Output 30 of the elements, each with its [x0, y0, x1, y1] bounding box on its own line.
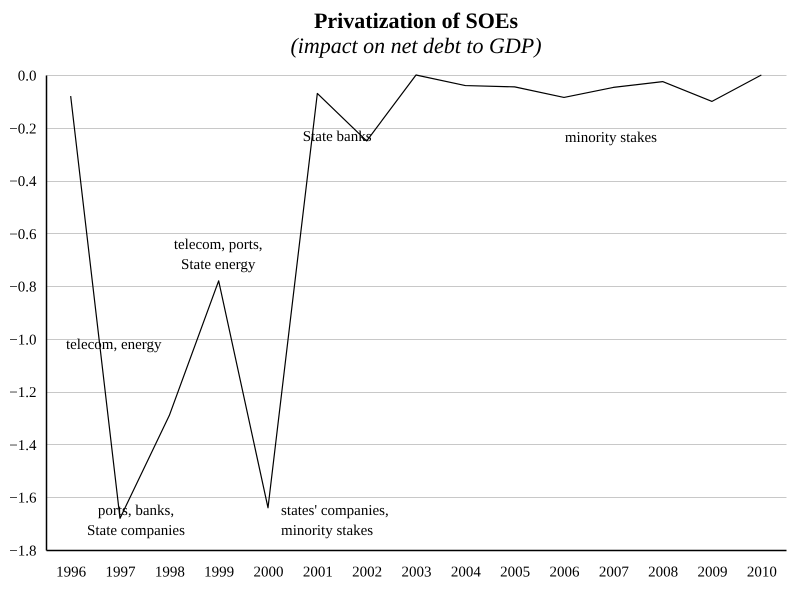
annotation: minority stakes	[564, 130, 658, 146]
chart-subtitle: (impact on net debt to GDP)	[290, 33, 542, 58]
x-tick-label: 1996	[56, 564, 87, 580]
x-tick-label: 2003	[402, 564, 432, 580]
y-tick-label: 0.0	[18, 68, 36, 84]
x-tick-label: 2004	[450, 564, 482, 580]
x-tick-label: 2007	[598, 564, 630, 580]
y-tick-label: −0.4	[9, 174, 37, 190]
y-tick-label: −0.8	[9, 280, 36, 296]
x-tick-label: 2000	[254, 564, 284, 580]
annotation: telecom, ports, State energy	[174, 237, 263, 273]
y-tick-label: −1.0	[9, 332, 36, 348]
y-tick-label: −1.6	[9, 490, 37, 507]
annotation: states' companies, minority stakes	[281, 503, 389, 539]
x-tick-label: 1998	[154, 564, 185, 580]
x-tick-label: 2005	[500, 564, 530, 580]
x-tick-label: 2006	[550, 564, 580, 580]
chart-title: Privatization of SOEs	[314, 8, 518, 33]
x-tick-label: 1997	[106, 564, 136, 580]
y-tick-label: −0.6	[9, 226, 37, 243]
x-tick-label: 2009	[698, 564, 728, 580]
x-tick-label: 2002	[352, 564, 382, 580]
x-tick-label: 2010	[746, 564, 777, 580]
x-tick-label: 1999	[204, 564, 234, 580]
x-tick-label: 2008	[648, 564, 678, 580]
y-tick-label: −1.8	[9, 544, 36, 560]
y-tick-label: −1.2	[9, 385, 36, 402]
y-tick-label: −0.2	[9, 121, 36, 138]
y-tick-label: −1.4	[9, 438, 37, 454]
x-tick-label: 2001	[302, 564, 333, 580]
